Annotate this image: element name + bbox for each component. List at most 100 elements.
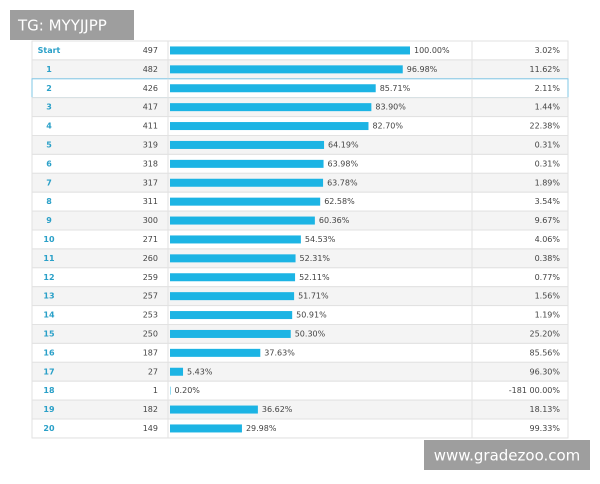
step-label: 12 [43, 273, 54, 282]
bar [170, 103, 371, 111]
bar [170, 273, 295, 281]
step-label: 20 [43, 424, 55, 433]
bar [170, 254, 296, 262]
count: 27 [148, 367, 158, 376]
bar [170, 368, 183, 376]
drop-label: 1.56% [535, 292, 561, 301]
pct-label: 54.53% [305, 235, 336, 244]
pct-label: 52.31% [300, 254, 331, 263]
drop-label: 18.13% [529, 405, 560, 414]
pct-label: 51.71% [298, 292, 329, 301]
pct-label: 5.43% [187, 367, 213, 376]
bar [170, 46, 410, 54]
count: 300 [143, 216, 158, 225]
drop-label: 22.38% [529, 122, 560, 131]
step-label: 7 [46, 178, 52, 187]
step-label: 16 [43, 348, 55, 357]
pct-label: 96.98% [407, 65, 438, 74]
table-row [32, 381, 568, 400]
pct-label: 64.19% [328, 140, 359, 149]
step-label: 15 [43, 329, 55, 338]
drop-label: 3.54% [535, 197, 561, 206]
bar [170, 84, 376, 92]
table-row [32, 343, 568, 362]
drop-label: 11.62% [529, 65, 560, 74]
step-label: 11 [43, 254, 55, 263]
step-label: 9 [46, 216, 52, 225]
step-label: 8 [46, 197, 52, 206]
count: 1 [153, 386, 158, 395]
table-row [32, 419, 568, 438]
step-label: 5 [46, 140, 52, 149]
count: 259 [143, 273, 158, 282]
pct-label: 50.30% [295, 329, 326, 338]
bar [170, 160, 324, 168]
step-label: 1 [46, 65, 52, 74]
count: 257 [143, 292, 158, 301]
pct-label: 63.98% [328, 159, 359, 168]
watermark: TG: MYYJJPP [17, 17, 107, 35]
step-label: 4 [46, 122, 52, 131]
count: 318 [143, 159, 158, 168]
pct-label: 83.90% [375, 103, 406, 112]
step-label: 6 [46, 159, 52, 168]
bar [170, 65, 403, 73]
count: 250 [143, 329, 158, 338]
drop-label: 85.56% [529, 348, 560, 357]
count: 497 [143, 46, 158, 55]
drop-label: 96.30% [529, 367, 560, 376]
count: 317 [143, 178, 158, 187]
bar [170, 198, 320, 206]
step-label: 18 [43, 386, 55, 395]
count: 187 [143, 348, 158, 357]
pct-label: 82.70% [372, 122, 403, 131]
bar [170, 330, 291, 338]
drop-label: 1.44% [535, 103, 561, 112]
step-label: 17 [43, 367, 54, 376]
step-label: 2 [46, 84, 52, 93]
bar [170, 406, 258, 414]
count: 426 [143, 84, 158, 93]
step-label: 13 [43, 292, 54, 301]
drop-label: 9.67% [535, 216, 561, 225]
table-row [32, 400, 568, 419]
bar [170, 141, 324, 149]
pct-label: 60.36% [319, 216, 350, 225]
count: 182 [143, 405, 158, 414]
bar [170, 179, 323, 187]
bar [170, 235, 301, 243]
drop-label: 1.19% [535, 311, 561, 320]
drop-label: 0.31% [535, 159, 561, 168]
drop-label: 1.89% [535, 178, 561, 187]
bar [170, 311, 292, 319]
step-label: 3 [46, 103, 52, 112]
pct-label: 0.20% [174, 386, 200, 395]
pct-label: 37.63% [264, 348, 295, 357]
bar [170, 349, 260, 357]
drop-label: 0.38% [535, 254, 561, 263]
pct-label: 29.98% [246, 424, 277, 433]
drop-label: 0.77% [535, 273, 561, 282]
count: 271 [143, 235, 158, 244]
pct-label: 100.00% [414, 46, 450, 55]
drop-label: 2.11% [535, 84, 561, 93]
count: 319 [143, 140, 158, 149]
pct-label: 85.71% [380, 84, 411, 93]
step-label: 19 [43, 405, 55, 414]
drop-label: 4.06% [535, 235, 561, 244]
count: 260 [143, 254, 158, 263]
pct-label: 52.11% [299, 273, 330, 282]
drop-label: 99.33% [529, 424, 560, 433]
bar [170, 217, 315, 225]
pct-label: 62.58% [324, 197, 355, 206]
bar [170, 292, 294, 300]
count: 411 [143, 122, 158, 131]
drop-label: 25.20% [529, 329, 560, 338]
count: 149 [143, 424, 158, 433]
pct-label: 63.78% [327, 178, 358, 187]
count: 417 [143, 103, 158, 112]
drop-label: -181 00.00% [509, 386, 561, 395]
bar [170, 122, 368, 130]
